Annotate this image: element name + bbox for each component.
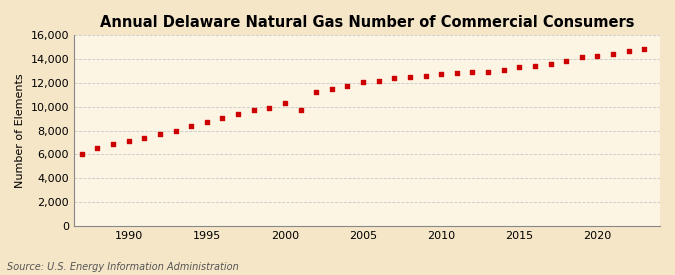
Point [279, 101, 290, 105]
Point [139, 136, 150, 140]
Point [452, 71, 462, 75]
Point [92, 146, 103, 151]
Point [389, 76, 400, 80]
Point [201, 120, 212, 125]
Point [108, 142, 119, 147]
Point [358, 79, 369, 84]
Text: Source: U.S. Energy Information Administration: Source: U.S. Energy Information Administ… [7, 262, 238, 272]
Point [545, 62, 556, 66]
Title: Annual Delaware Natural Gas Number of Commercial Consumers: Annual Delaware Natural Gas Number of Co… [100, 15, 634, 30]
Point [639, 47, 650, 51]
Point [295, 108, 306, 112]
Point [561, 59, 572, 63]
Point [623, 49, 634, 54]
Point [514, 65, 524, 70]
Y-axis label: Number of Elements: Number of Elements [15, 73, 25, 188]
Point [186, 124, 196, 128]
Point [483, 70, 493, 74]
Point [373, 78, 384, 83]
Point [170, 128, 181, 133]
Point [404, 75, 415, 79]
Point [233, 112, 244, 116]
Point [530, 64, 541, 68]
Point [498, 68, 509, 73]
Point [155, 131, 165, 136]
Point [327, 87, 338, 91]
Point [264, 106, 275, 110]
Point [311, 90, 322, 95]
Point [124, 139, 134, 144]
Point [421, 74, 431, 78]
Point [467, 70, 478, 75]
Point [592, 54, 603, 58]
Point [248, 108, 259, 112]
Point [217, 116, 228, 120]
Point [608, 52, 618, 56]
Point [342, 84, 353, 88]
Point [436, 72, 447, 76]
Point [576, 55, 587, 60]
Point [76, 152, 87, 156]
